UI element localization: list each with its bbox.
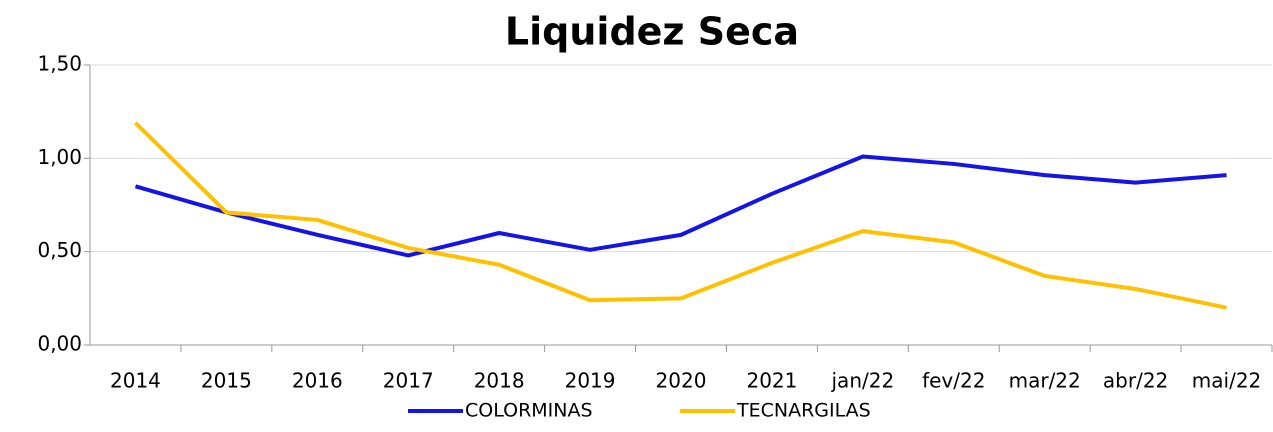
series-line	[134, 121, 1227, 310]
x-tick-label: abr/22	[1103, 369, 1168, 393]
legend-label: COLORMINAS	[465, 400, 593, 422]
x-tick-label: fev/22	[922, 369, 985, 393]
y-tick-label: 1,50	[37, 52, 82, 76]
x-tick-label: mai/22	[1192, 369, 1261, 393]
y-tick-label: 0,00	[37, 332, 82, 356]
x-tick-label: 2017	[383, 369, 434, 393]
series-line	[134, 154, 1227, 258]
y-tick-label: 0,50	[37, 238, 82, 262]
x-tick-label: 2018	[474, 369, 525, 393]
x-tick-label: mar/22	[1009, 369, 1081, 393]
x-tick-label: 2019	[565, 369, 616, 393]
x-tick-label: 2021	[746, 369, 797, 393]
legend-label: TECNARGILAS	[736, 400, 871, 422]
y-tick-label: 1,00	[37, 145, 82, 169]
chart-title: Liquidez Seca	[505, 10, 799, 54]
x-tick-label: jan/22	[831, 369, 895, 393]
x-tick-label: 2015	[201, 369, 252, 393]
x-tick-label: 2016	[292, 369, 343, 393]
x-tick-label: 2014	[110, 369, 161, 393]
x-tick-label: 2020	[656, 369, 707, 393]
